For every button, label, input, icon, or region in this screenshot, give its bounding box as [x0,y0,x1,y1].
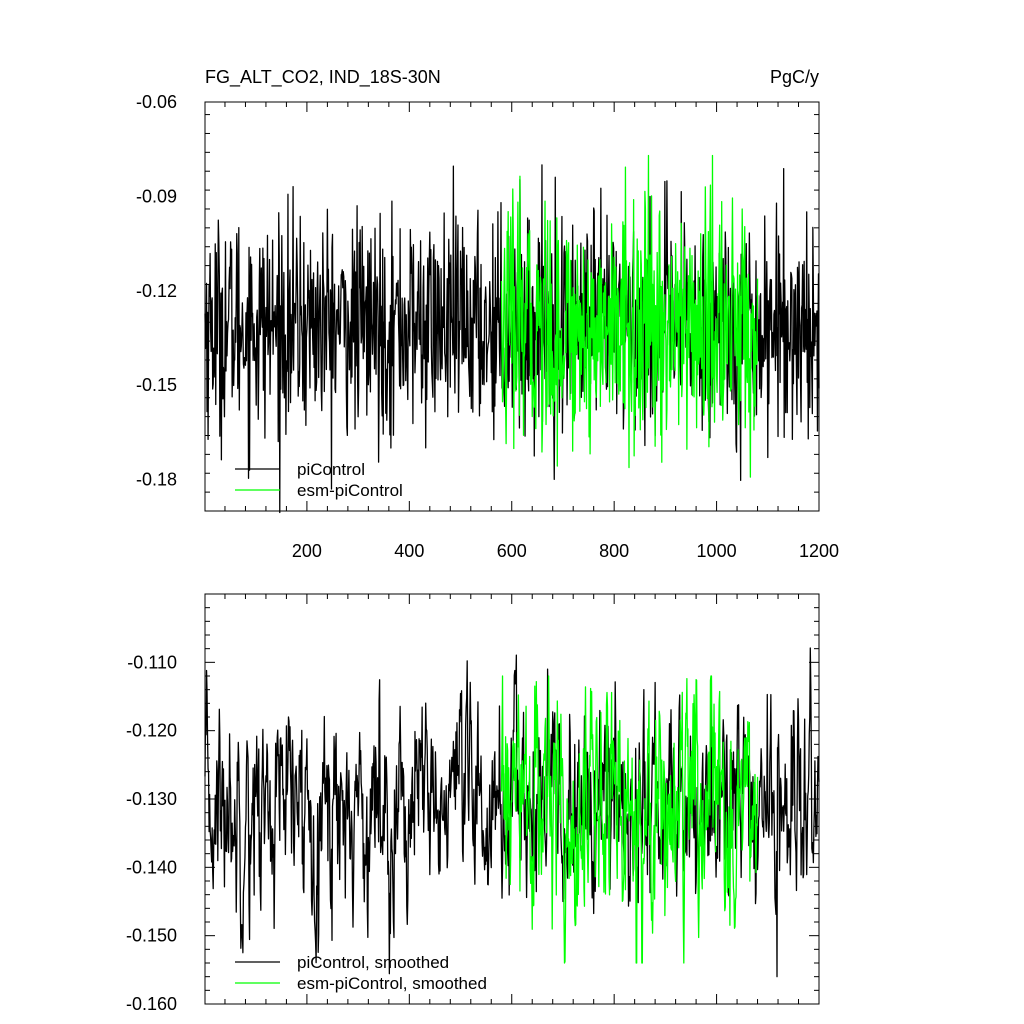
top-units: PgC/y [770,67,819,87]
y-tick-label: -0.110 [127,652,177,672]
y-tick-label: -0.15 [136,375,177,395]
bottom-y-tick-labels: -0.110 -0.120 -0.130 -0.140 -0.150 -0.160 [126,652,177,1014]
bottom-legend-label-picontrol: piControl, smoothed [297,953,449,972]
y-tick-label: -0.160 [126,994,177,1014]
top-legend-label-esm-picontrol: esm-piControl [297,481,403,500]
y-tick-label: -0.130 [126,789,177,809]
top-title: FG_ALT_CO2, IND_18S-30N [205,67,441,88]
bottom-panel: -0.110 -0.120 -0.130 -0.140 -0.150 -0.160 piC… [126,593,820,1014]
bottom-plot-series [204,647,820,978]
bottom-legend-label-esm-picontrol: esm-piControl, smoothed [297,974,487,993]
y-tick-label: -0.120 [126,721,177,741]
x-tick-label: 400 [394,541,424,561]
x-tick-label: 600 [497,541,527,561]
top-panel: FG_ALT_CO2, IND_18S-30N PgC/y -0.06 -0.09… [136,67,839,561]
top-x-tick-labels: 200 400 600 800 1000 1200 [292,541,839,561]
top-legend: piControl esm-piControl [235,460,403,500]
x-tick-label: 1200 [799,541,839,561]
series-line-esm-picontrol [500,154,759,478]
x-tick-label: 200 [292,541,322,561]
bottom-legend: piControl, smoothed esm-piControl, smoot… [235,953,487,993]
series-line-esm-picontrol-smoothed [500,675,759,964]
y-tick-label: -0.18 [136,470,177,490]
top-legend-label-picontrol: piControl [297,460,365,479]
top-plot-series [204,154,820,514]
y-tick-label: -0.06 [136,92,177,112]
y-tick-label: -0.09 [136,186,177,206]
x-tick-label: 800 [599,541,629,561]
x-tick-label: 1000 [697,541,737,561]
bottom-axis-ticks [205,593,820,1005]
top-y-tick-labels: -0.06 -0.09 -0.12 -0.15 -0.18 [136,92,177,490]
y-tick-label: -0.140 [126,857,177,877]
y-tick-label: -0.150 [126,926,177,946]
top-axis-ticks [205,102,820,512]
y-tick-label: -0.12 [136,281,177,301]
